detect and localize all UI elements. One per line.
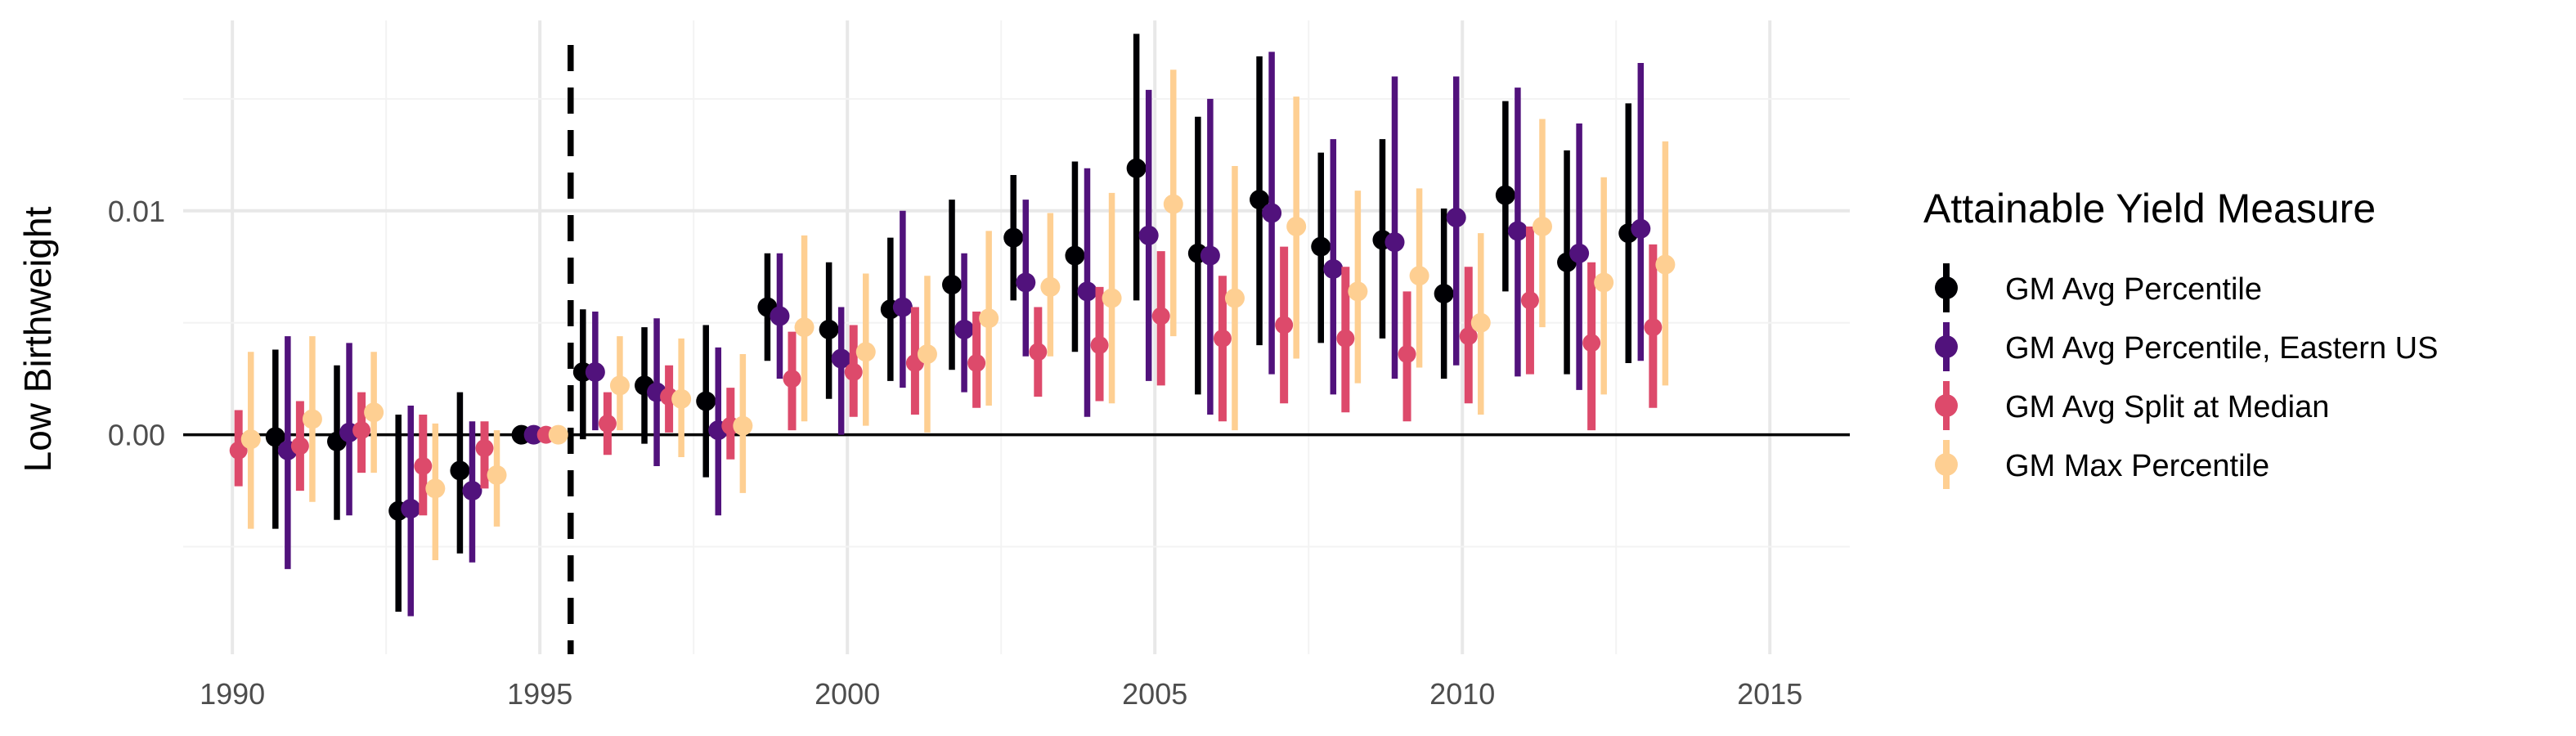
point-gm-avg-percentile [696,391,716,411]
point-gm-max-percentile [1040,276,1061,297]
point-gm-avg-split-at-median [1090,336,1109,355]
point-gm-avg-split-at-median [1520,291,1539,310]
x-tick-label: 2015 [1737,677,1802,711]
legend-key-point [1935,335,1958,358]
legend-key-point [1935,453,1958,476]
x-tick-label: 1990 [200,677,265,711]
reference-lines [183,45,1850,654]
point-gm-avg-percentile-eastern-us [1138,225,1159,245]
point-gm-max-percentile [302,409,322,429]
point-gm-avg-percentile [1065,245,1085,266]
point-gm-avg-split-at-median [1582,334,1601,352]
point-gm-max-percentile [1163,194,1183,214]
point-gm-avg-split-at-median [1459,327,1478,346]
point-gm-avg-percentile-eastern-us [1446,207,1466,227]
point-gm-avg-percentile [1003,227,1024,248]
point-gm-avg-percentile [819,319,839,339]
point-gm-avg-percentile-eastern-us [1384,232,1405,253]
point-gm-avg-percentile [1495,185,1515,205]
point-gm-avg-percentile-eastern-us [585,361,605,382]
y-axis-title: Low Birthweight [16,206,59,472]
point-gm-avg-percentile [942,275,963,295]
point-gm-avg-split-at-median [598,414,617,433]
point-gm-max-percentile [1470,312,1491,333]
point-gm-avg-split-at-median [229,441,248,460]
point-gm-max-percentile [1286,216,1307,236]
point-gm-avg-split-at-median [844,362,863,381]
point-gm-avg-split-at-median [1213,329,1232,348]
point-gm-avg-split-at-median [1644,318,1663,337]
point-gm-max-percentile [979,308,999,329]
point-gm-max-percentile [1409,266,1429,286]
point-gm-max-percentile [1655,254,1676,275]
point-gm-avg-percentile-eastern-us [1631,218,1651,239]
x-tick-label: 2010 [1429,677,1495,711]
point-gm-avg-split-at-median [1336,329,1355,348]
point-gm-avg-split-at-median [1398,345,1416,364]
point-gm-max-percentile [1532,216,1552,236]
point-gm-max-percentile [240,429,261,450]
point-gm-max-percentile [794,317,815,338]
legend-label: GM Avg Split at Median [2005,390,2329,424]
point-gm-max-percentile [609,375,630,396]
point-gm-avg-percentile-eastern-us [1323,258,1344,279]
point-gm-avg-split-at-median [352,421,371,440]
point-gm-avg-percentile-eastern-us [831,348,851,369]
point-gm-avg-percentile [1311,236,1331,257]
point-gm-max-percentile [671,388,692,409]
point-gm-avg-split-at-median [1029,343,1048,361]
point-gm-max-percentile [1224,288,1245,308]
point-gm-max-percentile [487,464,507,485]
point-gm-avg-split-at-median [290,437,309,456]
legend-key-point [1935,276,1958,299]
point-gm-avg-percentile-eastern-us [892,297,913,317]
point-gm-avg-percentile-eastern-us [1200,245,1220,266]
legend-label: GM Avg Percentile [2005,272,2262,307]
point-gm-avg-split-at-median [1151,307,1170,325]
point-gm-max-percentile [733,415,753,436]
point-gm-avg-percentile [1434,284,1454,304]
point-gm-avg-percentile [1250,190,1270,210]
legend-title: Attainable Yield Measure [1923,186,2376,231]
legend-key-point [1935,394,1958,417]
point-gm-avg-percentile [265,427,285,447]
point-gm-avg-percentile-eastern-us [1262,203,1282,223]
point-gm-max-percentile [548,424,568,445]
point-gm-avg-split-at-median [783,370,801,388]
point-gm-avg-percentile-eastern-us [1077,281,1097,302]
point-gm-avg-percentile-eastern-us [1016,272,1036,293]
point-gm-max-percentile [364,402,384,423]
y-tick-label: 0.01 [108,195,165,228]
point-gm-max-percentile [855,342,876,362]
legend: Attainable Yield Measure GM Avg Percenti… [1923,186,2438,489]
point-gm-avg-percentile [450,460,470,481]
legend-label: GM Avg Percentile, Eastern US [2005,331,2438,366]
chart-marks [229,34,1676,617]
legend-label: GM Max Percentile [2005,449,2269,483]
y-tick-label: 0.00 [108,419,165,452]
point-gm-avg-split-at-median [414,456,433,475]
point-gm-max-percentile [1594,272,1614,293]
x-tick-label: 1995 [507,677,572,711]
point-gm-avg-percentile-eastern-us [401,498,421,518]
axes: Low Birthweight 1990 1995 2000 2005 2010 2015… [16,195,1802,711]
point-gm-max-percentile [1102,288,1122,308]
x-tick-label: 2000 [815,677,880,711]
point-gm-avg-split-at-median [475,439,494,458]
point-gm-avg-percentile-eastern-us [954,319,975,339]
point-gm-avg-percentile [1126,158,1147,178]
point-gm-max-percentile [1348,281,1368,302]
point-gm-max-percentile [425,478,446,499]
point-gm-avg-split-at-median [1275,316,1294,334]
point-gm-avg-split-at-median [967,353,986,372]
point-gm-avg-percentile-eastern-us [1507,221,1528,241]
x-tick-label: 2005 [1122,677,1187,711]
point-gm-max-percentile [917,344,937,365]
point-gm-avg-percentile-eastern-us [462,481,482,501]
point-gm-avg-percentile-eastern-us [770,306,790,326]
point-gm-avg-percentile-eastern-us [1569,243,1590,263]
